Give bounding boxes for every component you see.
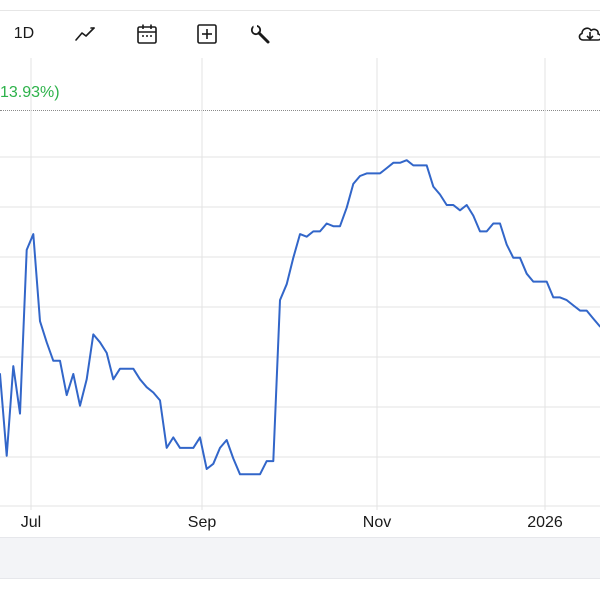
x-tick-2026: 2026: [527, 514, 563, 531]
line-chart-icon: [75, 27, 95, 41]
x-tick-sep: Sep: [187, 514, 217, 531]
line-chart-type-button[interactable]: [70, 20, 102, 48]
chart-toolbar: 1D: [0, 12, 600, 58]
download-button[interactable]: [575, 20, 600, 48]
interval-1d-button[interactable]: 1D: [13, 25, 35, 42]
range-navigator[interactable]: [0, 537, 600, 579]
date-range-button[interactable]: [132, 20, 162, 48]
reference-price-line: [0, 110, 600, 111]
top-divider: [0, 10, 600, 11]
vertical-gridlines: [30, 58, 546, 510]
horizontal-gridlines: [0, 156, 600, 507]
wrench-icon: [250, 24, 270, 44]
price-change-percent: 13.93%): [0, 84, 60, 101]
add-indicator-button[interactable]: [192, 20, 222, 48]
price-line-series: [0, 159, 600, 476]
cloud-download-icon: [578, 27, 600, 41]
x-tick-nov: Nov: [362, 514, 392, 531]
calendar-icon: [137, 24, 157, 44]
chart-settings-button[interactable]: [245, 20, 275, 48]
x-tick-jul: Jul: [20, 514, 42, 531]
add-indicator-icon: [197, 24, 217, 44]
